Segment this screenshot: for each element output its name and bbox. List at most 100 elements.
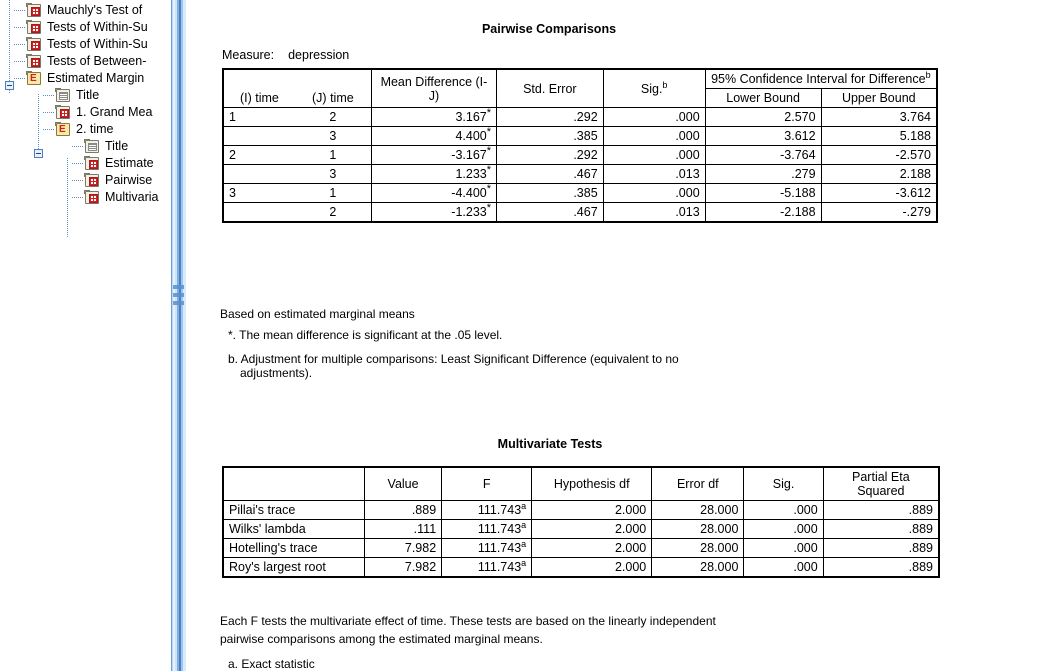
cell-sig: .000: [743, 538, 824, 558]
multivariate-note-text-1: Each F tests the multivariate effect of …: [220, 614, 716, 628]
pivot-table-icon: [26, 3, 42, 18]
tree-item-8[interactable]: Title: [0, 138, 170, 155]
tree-item-4[interactable]: E Estimated Margin: [0, 70, 170, 87]
header-ci-text: 95% Confidence Interval for Difference: [711, 72, 926, 86]
cell-sig: .000: [602, 145, 706, 165]
icon-e-glyph: E: [30, 73, 37, 84]
cell-std-error: .292: [496, 145, 604, 165]
cell-lower-bound: .279: [704, 164, 822, 184]
cell-value: 7.982: [363, 557, 443, 578]
tree-connector: [43, 112, 54, 113]
pairwise-row: 3 1 -4.400* .385.000 -5.188 -3.612: [222, 183, 938, 203]
multivariate-row: Hotelling's trace 7.982 111.743a 2.000 28.00…: [222, 538, 940, 558]
tree-item-10[interactable]: Pairwise: [0, 172, 170, 189]
header-sig-text: Sig.: [640, 81, 663, 96]
cell-partial-eta-squared: .889: [822, 500, 940, 520]
tree-item-label: 1. Grand Mea: [76, 105, 153, 119]
tree-item-7[interactable]: E 2. time: [0, 121, 170, 138]
splitter-grip-handle[interactable]: [172, 285, 185, 309]
tree-item-label: 2. time: [76, 122, 114, 136]
pairwise-row: 2 -1.233* .467.013 -2.188 -.279: [222, 202, 938, 223]
tree-connector: [14, 78, 25, 79]
multivariate-note-line2: pairwise comparisons among the estimated…: [220, 632, 543, 646]
pairwise-header-row-2: Lower Bound Upper Bound: [223, 88, 938, 108]
pairwise-comparisons-table[interactable]: (I) time (J) time Mean Difference (I-J) …: [222, 68, 938, 223]
cell-mean-difference: 3.167*: [370, 107, 498, 127]
output-viewer-pane[interactable]: Pairwise Comparisons Measure: depression …: [190, 0, 1052, 671]
header-test-name: [222, 466, 365, 501]
cell-mean-difference: 4.400*: [370, 126, 498, 146]
grip-dot: [173, 293, 184, 297]
tree-guide-rail-level2: [67, 158, 68, 238]
pane-splitter[interactable]: [170, 0, 190, 671]
icon-body: [27, 72, 41, 85]
tree-connector: [14, 44, 25, 45]
tree-item-0[interactable]: Mauchly's Test of: [0, 2, 170, 19]
pairwise-note-b-line1: b. Adjustment for multiple comparisons: …: [228, 352, 679, 366]
heading-icon: E: [55, 122, 71, 137]
cell-sig: .000: [602, 107, 706, 127]
icon-text-lines: [88, 143, 97, 151]
pairwise-comparisons-title: Pairwise Comparisons: [481, 22, 617, 36]
grip-dot: [173, 301, 184, 305]
tree-connector: [14, 61, 25, 62]
cell-lower-bound: 3.612: [704, 126, 822, 146]
cell-sig: .013: [602, 164, 706, 184]
cell-sig: .000: [602, 126, 706, 146]
cell-hypothesis-df: 2.000: [531, 557, 653, 578]
cell-value: .111: [363, 519, 443, 539]
icon-e-glyph: E: [59, 124, 66, 135]
cell-partial-eta-squared: .889: [822, 557, 940, 578]
header-error-df: Error df: [651, 466, 745, 501]
header-sig: Sig.b: [602, 68, 706, 108]
header-lower-bound: Lower Bound: [704, 88, 822, 108]
cell-sig: .013: [602, 202, 706, 223]
tree-item-1[interactable]: Tests of Within-Su: [0, 19, 170, 36]
title-icon: [55, 88, 71, 103]
pivot-table-icon: [84, 173, 100, 188]
cell-hypothesis-df: 2.000: [531, 519, 653, 539]
outline-navigation-panel[interactable]: Mauchly's Test of Tests of Within-Su Test…: [0, 0, 170, 671]
header-confidence-interval-group: 95% Confidence Interval for Differenceb: [704, 68, 938, 89]
icon-grid: [31, 41, 40, 50]
measure-label: Measure:: [222, 48, 275, 62]
tree-item-label: Pairwise: [105, 173, 153, 187]
cell-hypothesis-df: 2.000: [531, 538, 653, 558]
cell-partial-eta-squared: .889: [822, 519, 940, 539]
tree-connector: [72, 146, 83, 147]
tree-item-2[interactable]: Tests of Within-Su: [0, 36, 170, 53]
pairwise-note-b-line2: adjustments).: [240, 366, 313, 380]
tree-connector: [72, 163, 83, 164]
cell-std-error: .467: [496, 202, 604, 223]
multivariate-row: Wilks' lambda .111 111.743a 2.000 28.000.000…: [222, 519, 940, 539]
pivot-table-icon: [84, 190, 100, 205]
multivariate-tests-table[interactable]: Value F Hypothesis df Error df Sig. Part…: [222, 466, 940, 578]
cell-error-df: 28.000: [651, 557, 745, 578]
pairwise-row: 3 4.400* .385.000 3.612 5.188: [222, 126, 938, 146]
cell-f: 111.743a: [441, 557, 533, 578]
tree-item-9[interactable]: Estimate: [0, 155, 170, 172]
cell-upper-bound: 5.188: [820, 126, 938, 146]
cell-test-name: Pillai's trace: [222, 500, 365, 520]
cell-i-time: 3: [222, 183, 295, 203]
expander-estimated-marginal-means[interactable]: [5, 81, 14, 90]
cell-lower-bound: 2.570: [704, 107, 822, 127]
tree-item-11[interactable]: Multivaria: [0, 189, 170, 206]
tree-item-6[interactable]: 1. Grand Mea: [0, 104, 170, 121]
cell-j-time: 3: [294, 126, 372, 146]
multivariate-row: Pillai's trace .889 111.743a 2.000 28.000.00…: [222, 500, 940, 520]
header-f: F: [441, 466, 533, 501]
expander-time[interactable]: [34, 149, 43, 158]
icon-text-lines: [59, 92, 68, 100]
tree-item-label: Estimate: [105, 156, 154, 170]
icon-grid: [89, 177, 98, 186]
cell-std-error: .385: [496, 183, 604, 203]
cell-f: 111.743a: [441, 519, 533, 539]
cell-std-error: .467: [496, 164, 604, 184]
tree-item-3[interactable]: Tests of Between-: [0, 53, 170, 70]
tree-item-5[interactable]: Title: [0, 87, 170, 104]
cell-j-time: 2: [294, 107, 372, 127]
pairwise-header-row-1: (I) time (J) time Mean Difference (I-J) …: [222, 68, 938, 108]
header-upper-bound: Upper Bound: [820, 88, 938, 108]
cell-j-time: 3: [294, 164, 372, 184]
